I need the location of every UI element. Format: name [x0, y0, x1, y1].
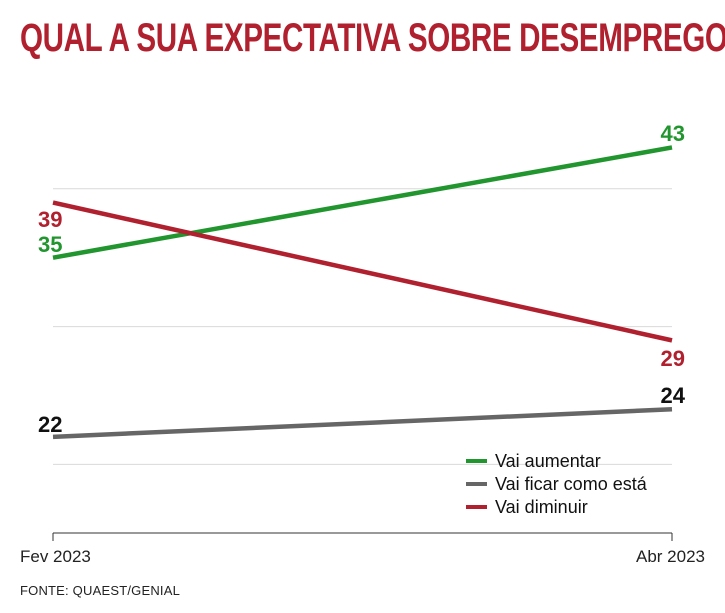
series-line-diminuir — [52, 200, 673, 343]
legend-label-diminuir: Vai diminuir — [495, 497, 588, 517]
data-label-diminuir: 29 — [661, 346, 685, 371]
data-label-aumentar: 43 — [661, 121, 685, 146]
data-label-diminuir: 39 — [38, 207, 62, 232]
x-tick-label: Abr 2023 — [636, 547, 705, 566]
data-label-aumentar: 35 — [38, 232, 62, 257]
series-lines — [52, 145, 673, 440]
legend-label-ficar: Vai ficar como está — [495, 474, 648, 494]
data-labels: 35 43 22 24 39 29 — [38, 121, 686, 437]
x-tick-label: Fev 2023 — [20, 547, 91, 566]
gridlines — [53, 188, 672, 465]
data-label-ficar: 24 — [661, 383, 686, 408]
chart-title: QUAL A SUA EXPECTATIVA SOBRE DESEMPREGO — [20, 16, 725, 60]
legend: Vai aumentar Vai ficar como está Vai dimin… — [466, 451, 648, 517]
x-axis-ticks: Fev 2023 Abr 2023 — [20, 533, 705, 566]
series-line-ficar — [52, 407, 673, 440]
data-label-ficar: 22 — [38, 412, 62, 437]
series-line-aumentar — [52, 145, 673, 260]
source-note: FONTE: QUAEST/GENIAL — [20, 583, 181, 598]
legend-label-aumentar: Vai aumentar — [495, 451, 601, 471]
